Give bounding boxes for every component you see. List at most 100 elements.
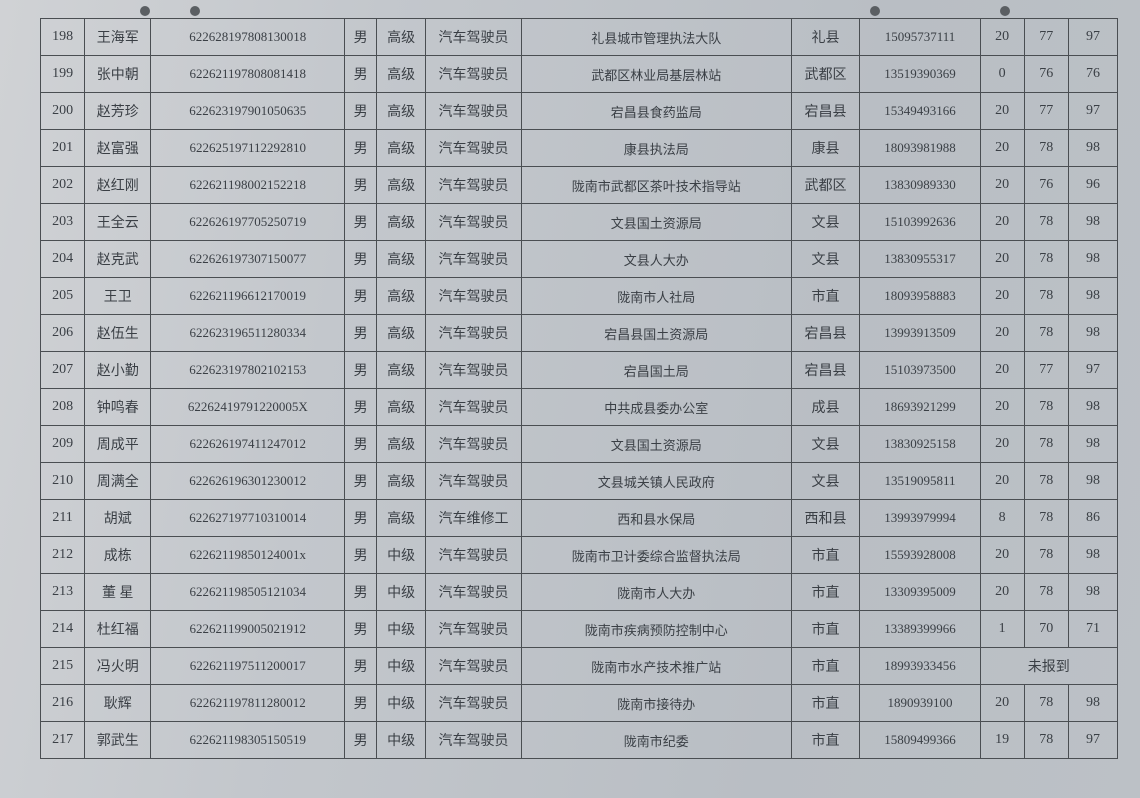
org-cell: 文县国土资源局 <box>521 426 791 463</box>
org-cell: 陇南市疾病预防控制中心 <box>521 611 791 648</box>
table-row: 217郭武生622621198305150519男中级汽车驾驶员陇南市纪委市直1… <box>41 722 1118 759</box>
score2-cell: 78 <box>1024 130 1068 167</box>
score1-cell: 1 <box>980 611 1024 648</box>
area-cell: 康县 <box>791 130 860 167</box>
row-number: 201 <box>41 130 85 167</box>
name-cell: 赵芳珍 <box>85 93 151 130</box>
name-cell: 王卫 <box>85 278 151 315</box>
level-cell: 高级 <box>377 241 426 278</box>
level-cell: 高级 <box>377 93 426 130</box>
phone-cell: 13309395009 <box>860 574 980 611</box>
row-number: 208 <box>41 389 85 426</box>
score2-cell: 78 <box>1024 722 1068 759</box>
job-cell: 汽车驾驶员 <box>426 56 522 93</box>
name-cell: 赵伍生 <box>85 315 151 352</box>
id-cell: 622623197802102153 <box>151 352 345 389</box>
area-cell: 武都区 <box>791 167 860 204</box>
name-cell: 杜红福 <box>85 611 151 648</box>
score1-cell: 20 <box>980 537 1024 574</box>
id-cell: 622621197808081418 <box>151 56 345 93</box>
name-cell: 赵小勤 <box>85 352 151 389</box>
total-cell: 76 <box>1068 56 1117 93</box>
area-cell: 宕昌县 <box>791 315 860 352</box>
total-cell: 98 <box>1068 574 1117 611</box>
id-cell: 622626197307150077 <box>151 241 345 278</box>
level-cell: 中级 <box>377 685 426 722</box>
sex-cell: 男 <box>345 722 377 759</box>
area-cell: 文县 <box>791 204 860 241</box>
id-cell: 622627197710310014 <box>151 500 345 537</box>
table-row: 216耿辉622621197811280012男中级汽车驾驶员陇南市接待办市直1… <box>41 685 1118 722</box>
level-cell: 高级 <box>377 19 426 56</box>
score2-cell: 76 <box>1024 167 1068 204</box>
table-row: 200赵芳珍622623197901050635男高级汽车驾驶员宕昌县食药监局宕… <box>41 93 1118 130</box>
sex-cell: 男 <box>345 167 377 204</box>
total-cell: 98 <box>1068 315 1117 352</box>
score2-cell: 78 <box>1024 685 1068 722</box>
org-cell: 宕昌县国土资源局 <box>521 315 791 352</box>
phone-cell: 15103973500 <box>860 352 980 389</box>
org-cell: 陇南市纪委 <box>521 722 791 759</box>
org-cell: 陇南市接待办 <box>521 685 791 722</box>
score1-cell: 20 <box>980 426 1024 463</box>
score1-cell: 20 <box>980 93 1024 130</box>
area-cell: 西和县 <box>791 500 860 537</box>
phone-cell: 18693921299 <box>860 389 980 426</box>
sex-cell: 男 <box>345 352 377 389</box>
org-cell: 文县城关镇人民政府 <box>521 463 791 500</box>
total-cell: 97 <box>1068 93 1117 130</box>
total-cell: 98 <box>1068 463 1117 500</box>
phone-cell: 15349493166 <box>860 93 980 130</box>
area-cell: 宕昌县 <box>791 93 860 130</box>
score1-cell: 20 <box>980 463 1024 500</box>
table-row: 203王全云622626197705250719男高级汽车驾驶员文县国土资源局文… <box>41 204 1118 241</box>
phone-cell: 15593928008 <box>860 537 980 574</box>
sex-cell: 男 <box>345 204 377 241</box>
area-cell: 市直 <box>791 648 860 685</box>
score1-cell: 20 <box>980 389 1024 426</box>
row-number: 217 <box>41 722 85 759</box>
score1-cell: 20 <box>980 19 1024 56</box>
row-number: 211 <box>41 500 85 537</box>
total-cell: 98 <box>1068 204 1117 241</box>
level-cell: 高级 <box>377 352 426 389</box>
sex-cell: 男 <box>345 426 377 463</box>
job-cell: 汽车驾驶员 <box>426 130 522 167</box>
table-row: 199张中朝622621197808081418男高级汽车驾驶员武都区林业局基层… <box>41 56 1118 93</box>
score2-cell: 78 <box>1024 537 1068 574</box>
area-cell: 市直 <box>791 722 860 759</box>
total-cell: 97 <box>1068 722 1117 759</box>
sex-cell: 男 <box>345 685 377 722</box>
name-cell: 周满全 <box>85 463 151 500</box>
org-cell: 宕昌县食药监局 <box>521 93 791 130</box>
row-number: 198 <box>41 19 85 56</box>
table-row: 210周满全622626196301230012男高级汽车驾驶员文县城关镇人民政… <box>41 463 1118 500</box>
total-cell: 98 <box>1068 130 1117 167</box>
score2-cell: 76 <box>1024 56 1068 93</box>
score1-cell: 20 <box>980 352 1024 389</box>
job-cell: 汽车驾驶员 <box>426 537 522 574</box>
score1-cell: 20 <box>980 241 1024 278</box>
row-number: 216 <box>41 685 85 722</box>
score2-cell: 77 <box>1024 352 1068 389</box>
score2-cell: 77 <box>1024 19 1068 56</box>
level-cell: 高级 <box>377 463 426 500</box>
area-cell: 市直 <box>791 537 860 574</box>
job-cell: 汽车驾驶员 <box>426 315 522 352</box>
name-cell: 钟鸣春 <box>85 389 151 426</box>
row-number: 206 <box>41 315 85 352</box>
name-cell: 周成平 <box>85 426 151 463</box>
id-cell: 622621198505121034 <box>151 574 345 611</box>
phone-cell: 13830925158 <box>860 426 980 463</box>
total-cell: 96 <box>1068 167 1117 204</box>
level-cell: 高级 <box>377 56 426 93</box>
job-cell: 汽车驾驶员 <box>426 167 522 204</box>
score1-cell: 20 <box>980 315 1024 352</box>
level-cell: 中级 <box>377 722 426 759</box>
job-cell: 汽车驾驶员 <box>426 574 522 611</box>
job-cell: 汽车驾驶员 <box>426 463 522 500</box>
scanned-page: 198王海军622628197808130018男高级汽车驾驶员礼县城市管理执法… <box>0 0 1140 798</box>
name-cell: 赵红刚 <box>85 167 151 204</box>
area-cell: 礼县 <box>791 19 860 56</box>
score2-cell: 78 <box>1024 574 1068 611</box>
